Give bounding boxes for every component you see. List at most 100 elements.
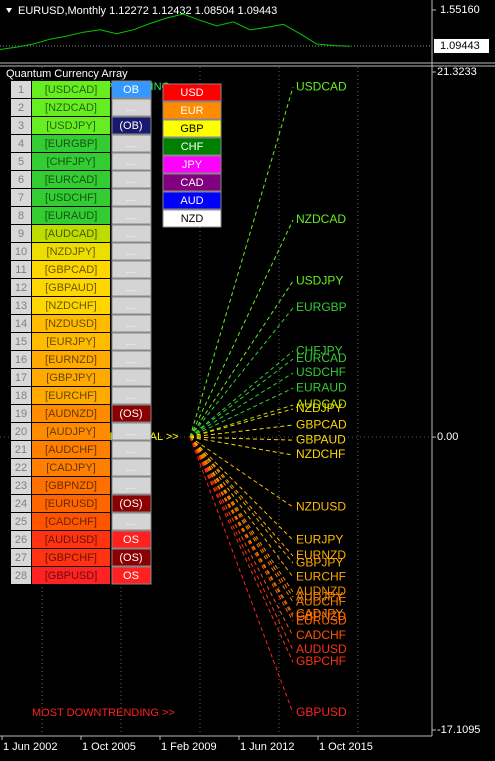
status-button[interactable] [111,278,152,297]
status[interactable]: ... [126,462,135,474]
pair-label: AUDNZD [296,584,346,598]
status[interactable]: ... [126,354,135,366]
status[interactable]: ... [126,138,135,150]
status-button[interactable] [111,512,152,531]
trend-line [189,424,294,438]
status[interactable]: ... [126,102,135,114]
status[interactable]: ... [126,156,135,168]
rank-cell [11,135,31,152]
status[interactable]: (OS) [119,408,142,420]
pair: [USDJPY] [46,120,96,132]
status-button[interactable] [111,566,152,585]
status[interactable]: (OB) [119,120,142,132]
pair-cell [32,207,110,224]
pair: [EURAUD] [45,210,98,222]
status[interactable]: ... [126,282,135,294]
rank-cell [11,531,31,548]
status-button[interactable] [111,296,152,315]
status[interactable]: ... [126,246,135,258]
trend-line [189,86,294,438]
status-button[interactable] [111,224,152,243]
status-button[interactable] [111,494,152,513]
status-button[interactable] [111,152,152,171]
pair-label: AUDUSD [296,642,347,656]
pair-cell [32,261,110,278]
menu-icon[interactable] [6,8,12,13]
rank-cell [11,171,31,188]
status-button[interactable] [111,548,152,567]
pair-label: NZDUSD [296,499,346,513]
pair-cell [32,153,110,170]
trend-line [189,436,294,441]
status-button[interactable] [111,440,152,459]
status-button[interactable] [111,80,152,99]
rank: 12 [15,282,27,294]
pair-cell [32,369,110,386]
legend-swatch [162,137,222,156]
status[interactable]: OB [123,84,139,96]
status[interactable]: ... [126,228,135,240]
status-button[interactable] [111,422,152,441]
pair-label: EURCHF [296,569,346,583]
status[interactable]: ... [126,480,135,492]
bottom-note: MOST DOWNTRENDING >> [32,707,175,719]
rank-cell [11,459,31,476]
status-button[interactable] [111,314,152,333]
rank-cell [11,495,31,512]
status-button[interactable] [111,206,152,225]
trend-line [189,436,294,615]
status[interactable]: ... [126,444,135,456]
rank: 28 [15,570,27,582]
status-button[interactable] [111,170,152,189]
pair-cell [32,405,110,422]
rank-cell [11,261,31,278]
status[interactable]: ... [126,192,135,204]
rank: 2 [18,102,24,114]
status-button[interactable] [111,98,152,117]
pair: [AUDNZD] [45,408,97,420]
status-button[interactable] [111,332,152,351]
status-button[interactable] [111,404,152,423]
status-button[interactable] [111,476,152,495]
trend-line [189,436,294,714]
rank: 11 [15,264,26,276]
legend-label: NZD [181,213,204,225]
pair-cell [32,225,110,242]
rank-cell [11,405,31,422]
status[interactable]: ... [126,174,135,186]
status-button[interactable] [111,386,152,405]
status[interactable]: ... [126,372,135,384]
status-button[interactable] [111,116,152,135]
status[interactable]: ... [126,210,135,222]
status[interactable]: (OS) [119,498,142,510]
indicator-title: Quantum Currency Array [6,68,128,80]
status-button[interactable] [111,260,152,279]
pair: [EURNZD] [45,354,97,366]
status-button[interactable] [111,188,152,207]
status-button[interactable] [111,458,152,477]
rank: 9 [18,228,24,240]
status[interactable]: ... [126,264,135,276]
status[interactable]: ... [126,516,135,528]
status-button[interactable] [111,134,152,153]
status-button[interactable] [111,530,152,549]
status[interactable]: ... [126,318,135,330]
rank: 26 [15,534,27,546]
status[interactable]: ... [126,336,135,348]
pair: [GBPUSD] [45,570,98,582]
rank-cell [11,333,31,350]
status[interactable]: OS [123,534,139,546]
pair: [USDCAD] [45,84,98,96]
status[interactable]: (OS) [119,552,142,564]
rank: 10 [15,246,27,258]
rank: 20 [15,426,27,438]
status-button[interactable] [111,368,152,387]
status[interactable]: ... [126,300,135,312]
pair-cell [32,477,110,494]
status[interactable]: ... [126,390,135,402]
status-button[interactable] [111,242,152,261]
status[interactable]: ... [126,426,135,438]
status-button[interactable] [111,350,152,369]
status[interactable]: OS [123,570,139,582]
rank: 22 [15,462,27,474]
